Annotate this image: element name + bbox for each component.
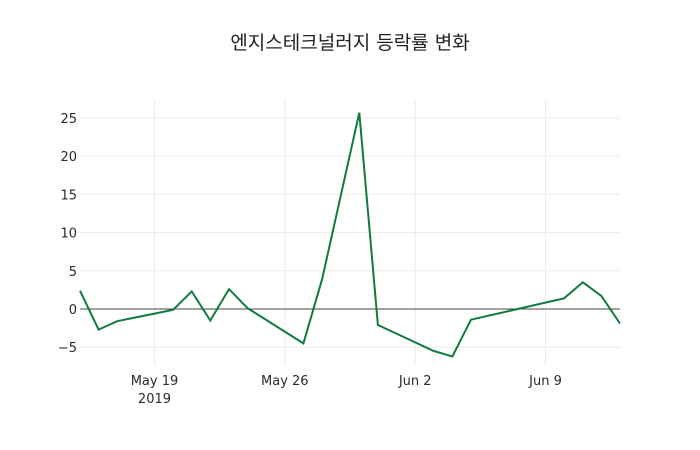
x-tick-label: May 19: [131, 374, 179, 389]
y-axis-ticks: 25 20 15 10 5 0 −5: [58, 112, 77, 356]
gridlines: [80, 100, 620, 365]
y-tick-label: 15: [60, 188, 77, 203]
y-tick-label: 5: [69, 265, 77, 280]
y-tick-label: 25: [60, 112, 77, 127]
x-tick-label: May 26: [261, 374, 309, 389]
x-tick-year-label: 2019: [138, 392, 171, 407]
y-tick-label: −5: [58, 341, 77, 356]
y-tick-label: 10: [60, 227, 77, 242]
y-tick-label: 20: [60, 150, 77, 165]
x-tick-label: Jun 2: [398, 374, 432, 389]
chart-title: 엔지스테크널러지 등락률 변화: [230, 32, 470, 54]
x-axis-ticks: May 19 2019 May 26 Jun 2 Jun 9: [131, 374, 562, 407]
y-tick-label: 0: [69, 303, 77, 318]
data-series-line: [79, 112, 621, 358]
x-tick-label: Jun 9: [528, 374, 562, 389]
